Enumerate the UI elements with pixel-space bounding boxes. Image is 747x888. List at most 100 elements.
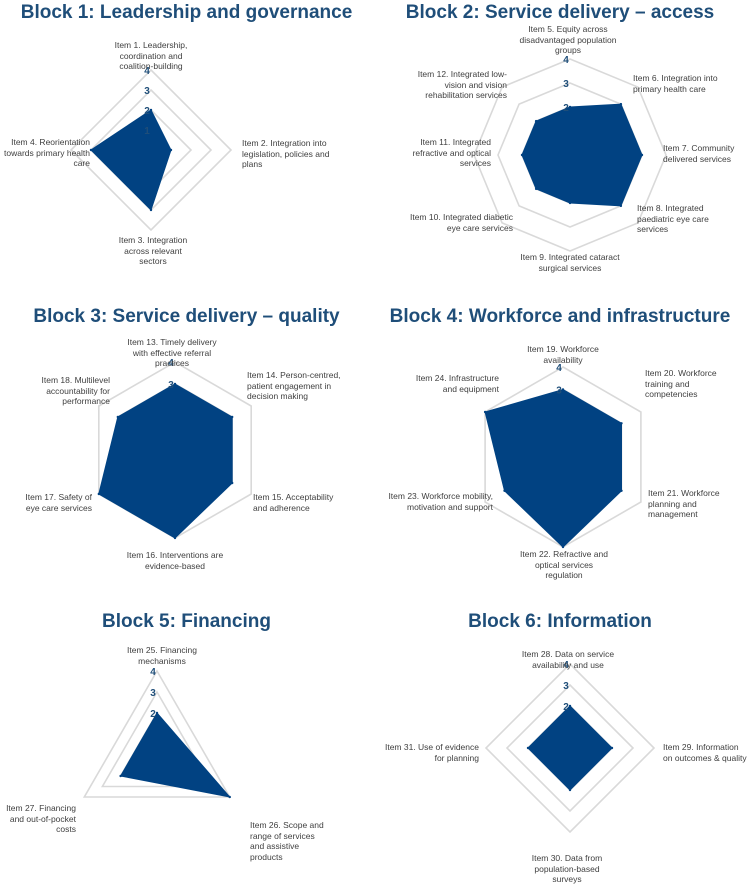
tick-label-2: 2 bbox=[150, 709, 156, 720]
axis-label-item: Item 23. Workforce mobility, motivation … bbox=[388, 491, 493, 512]
chart-title: Block 1: Leadership and governance bbox=[20, 2, 353, 23]
axis-label-item: Item 12. Integrated low-vision and visio… bbox=[417, 69, 507, 100]
axis-label-item: Item 6. Integration into primary health … bbox=[633, 73, 718, 94]
grid-ring-3 bbox=[101, 690, 213, 788]
axis-label-item: Item 9. Integrated cataract surgical ser… bbox=[520, 252, 620, 273]
chart-title: Block 4: Workforce and infrastructure bbox=[389, 306, 731, 327]
axis-label-item: Item 31. Use of evidence for planning bbox=[384, 742, 479, 763]
data-point-4 bbox=[173, 536, 177, 540]
chart-title: Block 2: Service delivery – access bbox=[405, 2, 715, 23]
axis-label-item: Item 14. Person-centred, patient engagem… bbox=[247, 370, 341, 401]
data-area bbox=[98, 383, 233, 539]
data-point-3 bbox=[119, 774, 122, 778]
data-point-2 bbox=[610, 746, 614, 750]
radar-plot: 1 2 3 4 bbox=[69, 66, 233, 232]
data-point-4 bbox=[526, 746, 530, 750]
axis-label-item: Item 28. Data on service availability an… bbox=[521, 649, 615, 670]
data-point-1 bbox=[173, 382, 177, 386]
data-point-3 bbox=[640, 153, 644, 157]
grid-ring-4 bbox=[82, 669, 232, 798]
data-point-1 bbox=[561, 388, 565, 391]
tick-label-3: 3 bbox=[563, 79, 569, 90]
radar-block-6: Block 6: Information 2 3 4 Item 28. Data on … bbox=[373, 605, 747, 888]
tick-label-3: 3 bbox=[168, 380, 174, 391]
data-point-1 bbox=[568, 105, 572, 109]
data-area bbox=[521, 103, 643, 207]
axis-label-item: Item 7. Community delivered services bbox=[663, 143, 735, 164]
radar-plot: 34 bbox=[97, 358, 252, 540]
data-point-7 bbox=[520, 153, 524, 157]
axis-label-item: Item 5. Equity across disadvantaged popu… bbox=[519, 24, 617, 55]
chart-title: Block 6: Information bbox=[468, 611, 652, 632]
axis-label-item: Item 21. Workforce planning and manageme… bbox=[648, 488, 720, 519]
data-point-4 bbox=[619, 204, 623, 208]
axis-label-item: Item 17. Safety of eye care services bbox=[25, 492, 92, 513]
axis-label-item: Item 27. Financing and out-of-pocket cos… bbox=[6, 803, 76, 834]
data-area bbox=[527, 705, 613, 791]
data-point-6 bbox=[116, 415, 120, 419]
data-point-8 bbox=[534, 119, 538, 123]
radar-block-1: Block 1: Leadership and governance 1 2 3 4 It… bbox=[0, 0, 373, 285]
data-point-1 bbox=[568, 704, 572, 708]
data-point-2 bbox=[620, 422, 623, 425]
data-point-6 bbox=[483, 410, 487, 414]
axis-label-item: Item 15. Acceptability and adherence bbox=[253, 492, 334, 513]
data-point-5 bbox=[97, 492, 101, 496]
axis-label-item: Item 11. Integrated refractive and optic… bbox=[412, 137, 491, 168]
data-point-3 bbox=[231, 481, 234, 485]
data-point-4 bbox=[561, 545, 565, 549]
axis-label-item: Item 4. Reorientation towards primary he… bbox=[4, 137, 90, 168]
data-point-5 bbox=[568, 201, 572, 205]
data-point-2 bbox=[228, 795, 231, 799]
axis-label-item: Item 22. Refractive and optical services… bbox=[520, 549, 608, 580]
tick-label-4: 4 bbox=[563, 55, 569, 66]
axis-label-item: Item 30. Data from population-based surv… bbox=[531, 853, 603, 884]
axis-label-item: Item 2. Integration into legislation, po… bbox=[242, 138, 330, 169]
data-point-6 bbox=[534, 187, 538, 191]
radar-plot: 2 3 4 bbox=[473, 55, 667, 252]
axis-label-item: Item 25. Financing mechanisms bbox=[127, 645, 197, 666]
grid-ring-4 bbox=[69, 68, 233, 232]
tick-label-3: 3 bbox=[150, 688, 156, 699]
data-point-2 bbox=[169, 148, 173, 152]
chart-title: Block 5: Financing bbox=[102, 611, 271, 632]
tick-label-4: 4 bbox=[150, 667, 156, 678]
grid-ring-4 bbox=[484, 662, 656, 834]
tick-label-2: 2 bbox=[144, 106, 150, 117]
data-point-3 bbox=[149, 208, 153, 212]
tick-label-3: 3 bbox=[563, 681, 569, 692]
data-area bbox=[119, 712, 232, 798]
axis-label-item: Item 1. Leadership, coordination and coa… bbox=[114, 40, 188, 71]
tick-label-4: 4 bbox=[556, 363, 562, 374]
tick-label-2: 2 bbox=[563, 103, 569, 114]
grid-ring-3 bbox=[505, 683, 635, 813]
axis-label-item: Item 19. Workforce availability bbox=[527, 344, 599, 365]
radar-block-4: Block 4: Workforce and infrastructure 3 4 I… bbox=[373, 300, 747, 590]
data-point-2 bbox=[619, 102, 623, 106]
radar-block-5: Block 5: Financing 2 3 4 Item 25. Financing … bbox=[0, 605, 373, 888]
radar-block-2: Block 2: Service delivery – access 2 3 4 Ite… bbox=[373, 0, 747, 285]
tick-label-3: 3 bbox=[144, 86, 150, 97]
axis-label-item: Item 8. Integrated paediatric eye care s… bbox=[637, 203, 709, 234]
axis-label-item: Item 20. Workforce training and competen… bbox=[645, 368, 717, 399]
tick-label-4: 4 bbox=[168, 358, 174, 369]
grid-ring-4 bbox=[473, 58, 667, 252]
axis-label-item: Item 29. Information on outcomes & quali… bbox=[663, 742, 747, 763]
radar-plot: 2 3 4 bbox=[484, 660, 656, 834]
radar-plot: 34 bbox=[483, 363, 642, 549]
data-point-1 bbox=[149, 108, 153, 112]
tick-label-4: 4 bbox=[144, 66, 150, 77]
data-point-1 bbox=[155, 711, 159, 715]
radar-plot: 2 3 4 bbox=[82, 667, 232, 799]
axis-label-item: Item 18. Multilevel accountability for p… bbox=[41, 375, 111, 406]
data-point-2 bbox=[231, 415, 234, 419]
data-area bbox=[484, 388, 622, 548]
data-area bbox=[90, 109, 172, 211]
data-point-3 bbox=[620, 489, 623, 492]
tick-label-2: 2 bbox=[563, 702, 569, 713]
axis-label-item: Item 24. Infrastructure and equipment bbox=[415, 373, 499, 394]
axis-label-item: Item 10. Integrated diabetic eye care se… bbox=[409, 212, 513, 233]
axis-label-item: Item 16. Interventions are evidence-base… bbox=[126, 550, 224, 571]
data-point-3 bbox=[568, 788, 572, 792]
data-point-5 bbox=[503, 489, 506, 492]
